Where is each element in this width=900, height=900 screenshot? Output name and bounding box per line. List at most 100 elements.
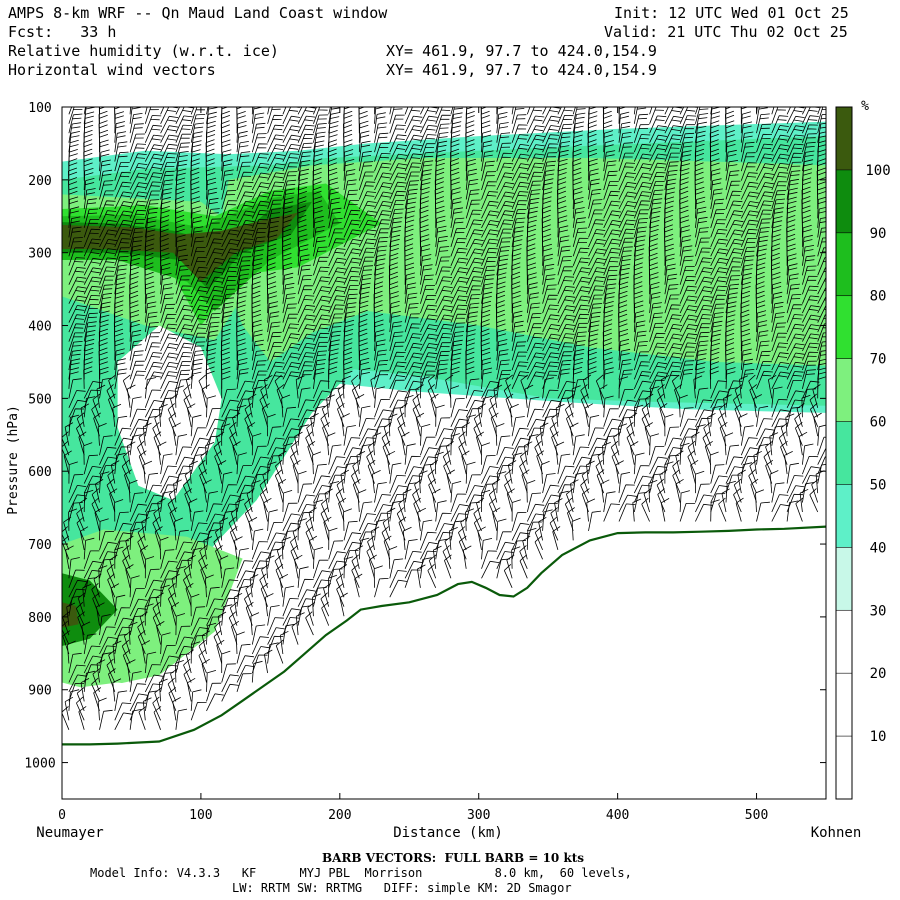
wind-barb-106 — [83, 475, 102, 494]
wind-barb-325 — [129, 671, 142, 692]
plot-frame — [61, 106, 827, 800]
wind-barb-912 — [282, 179, 297, 200]
wind-barb-1068 — [313, 559, 329, 579]
wind-barb-153 — [99, 292, 113, 314]
wind-barb-2182 — [664, 352, 683, 371]
wind-barb-2532 — [786, 333, 805, 352]
wind-barb-505 — [167, 497, 177, 522]
wind-barb-1221 — [358, 444, 372, 465]
wind-barb-1945 — [588, 199, 603, 219]
wind-barb-1492 — [427, 564, 437, 588]
wind-barb-2594 — [795, 497, 804, 522]
wind-barb-747 — [236, 348, 247, 371]
wind-barb-1198 — [358, 229, 377, 248]
wind-barb-1418 — [420, 352, 438, 371]
wind-barb-144 — [99, 210, 117, 229]
wind-barb-1171 — [336, 478, 345, 503]
wind-barb-405 — [160, 179, 174, 200]
y-axis-label: Pressure (hPa) — [6, 405, 21, 515]
wind-barb-1456 — [435, 225, 447, 247]
wind-barb-1647 — [496, 142, 512, 162]
wind-barb-227 — [114, 368, 128, 389]
wind-barb-1111 — [326, 432, 336, 456]
wind-barb-925 — [282, 303, 297, 323]
wind-barb-90 — [83, 321, 97, 342]
wind-barb-1053 — [310, 413, 319, 437]
wind-barb-1902 — [572, 227, 588, 248]
wind-barb-310 — [129, 528, 140, 550]
wind-barb-1213 — [358, 367, 371, 389]
wind-barb-16 — [68, 247, 84, 266]
wind-barb-2194 — [664, 461, 674, 484]
wind-barb-2073 — [633, 153, 652, 172]
wind-barb-2626 — [812, 384, 821, 408]
wind-barb-1349 — [404, 180, 420, 200]
wind-barb-1128 — [320, 592, 330, 617]
wind-barb-39 — [68, 461, 78, 484]
wind-barb-1172 — [335, 488, 345, 513]
wind-barb-169 — [99, 446, 117, 465]
wind-barb-305 — [128, 479, 138, 503]
wind-barb-941 — [278, 450, 287, 475]
wind-barb-437 — [160, 484, 177, 503]
wind-barb-676 — [221, 275, 238, 295]
wind-barb-1293 — [389, 144, 408, 162]
wind-barb-2376 — [740, 107, 749, 124]
wind-barb-1035 — [313, 246, 328, 266]
wind-barb-2432 — [756, 218, 771, 238]
wind-barb-2295 — [710, 168, 721, 191]
wind-barb-714 — [213, 630, 223, 655]
wind-barb-1097 — [328, 304, 345, 323]
wind-barb-2545 — [784, 451, 793, 475]
wind-barb-523 — [170, 668, 179, 693]
wind-barb-1454 — [435, 205, 445, 228]
wind-barb-1272 — [372, 432, 382, 456]
wind-barb-558 — [185, 374, 195, 399]
wind-barb-297 — [129, 408, 147, 427]
colorbar-label-60: 60 — [870, 415, 887, 431]
wind-barb-1347 — [404, 162, 422, 181]
wind-barb-1036 — [313, 256, 329, 276]
wind-barb-1245 — [374, 182, 393, 200]
wind-barb-19 — [68, 276, 87, 295]
wind-barb-995 — [297, 409, 316, 427]
wind-barb-2152 — [648, 480, 658, 503]
wind-barb-143 — [99, 200, 116, 219]
wind-barb-261 — [114, 690, 128, 711]
wind-barb-1763 — [526, 282, 538, 304]
wind-barb-1321 — [389, 407, 404, 427]
wind-barb-1277 — [374, 482, 387, 503]
wind-barb-2622 — [817, 350, 826, 371]
wind-barb-2471 — [771, 172, 789, 191]
wind-barb-1239 — [374, 122, 388, 143]
wind-barb-586 — [190, 641, 201, 664]
wind-barb-1645 — [496, 122, 509, 143]
wind-barb-1832 — [540, 460, 550, 484]
wind-barb-2161 — [664, 152, 680, 172]
wind-barb-2546 — [786, 462, 799, 484]
wind-barb-1369 — [404, 371, 423, 390]
wind-barb-789 — [251, 163, 270, 181]
wind-barb-955 — [282, 585, 295, 607]
wind-barb-2553 — [802, 115, 819, 134]
wind-barb-2237 — [675, 450, 684, 475]
wind-barb-2224 — [679, 333, 698, 352]
wind-barb-569 — [182, 478, 192, 503]
wind-barb-1809 — [542, 243, 553, 266]
wind-barb-1845 — [557, 132, 572, 153]
wind-barb-830 — [251, 551, 270, 569]
wind-barb-331 — [144, 107, 159, 124]
wind-barb-539 — [190, 196, 201, 219]
wind-barb-1515 — [450, 304, 468, 323]
wind-barb-1859 — [557, 266, 574, 285]
wind-barb-2610 — [817, 237, 826, 257]
wind-barb-1020 — [313, 107, 328, 124]
wind-barb-753 — [236, 404, 247, 427]
wind-barb-2507 — [786, 107, 791, 115]
wind-barb-958 — [282, 617, 300, 636]
wind-barb-1141 — [343, 200, 359, 219]
wind-barb-1439 — [420, 550, 437, 569]
wind-barb-2593 — [799, 488, 809, 513]
wind-barb-923 — [282, 282, 295, 304]
wind-barb-436 — [160, 475, 179, 494]
